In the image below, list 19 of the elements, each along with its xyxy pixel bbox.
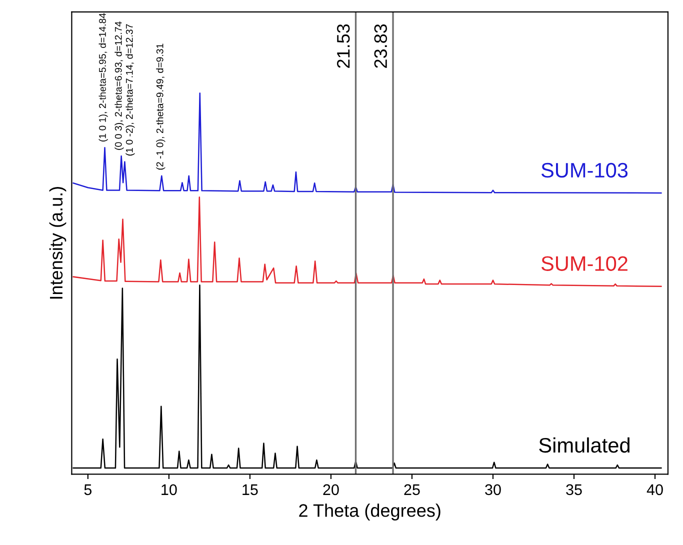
annotation: (1 0 1), 2-theta=5.95, d=14.84 <box>98 13 108 142</box>
x-tick-label: 35 <box>566 484 582 496</box>
y-axis-title: Intensity (a.u.) <box>49 186 66 299</box>
x-tick-label: 10 <box>162 484 177 496</box>
annotation: (1 0 -2), 2-theta=7.14, d=12.37 <box>126 24 135 156</box>
x-tick-label: 20 <box>323 484 339 496</box>
ref-line-label: 21.53 <box>336 24 350 68</box>
ref-line-label: 23.83 <box>374 24 388 68</box>
annotation: (0 0 3), 2-theta=6.93, d=12.74 <box>114 22 124 150</box>
x-tick-label: 30 <box>485 484 501 496</box>
series-label: SUM-103 <box>541 162 628 178</box>
series-label: Simulated <box>539 437 630 453</box>
x-tick-label: 25 <box>404 484 420 496</box>
x-tick-label: 15 <box>242 484 258 496</box>
x-axis-title: 2 Theta (degrees) <box>299 504 440 520</box>
x-tick-label: 5 <box>84 484 92 496</box>
annotation: (2 -1 0), 2-theta=9.49, d=9.31 <box>156 44 166 170</box>
series-label: SUM-102 <box>541 256 628 271</box>
x-tick-label: 40 <box>646 484 663 496</box>
